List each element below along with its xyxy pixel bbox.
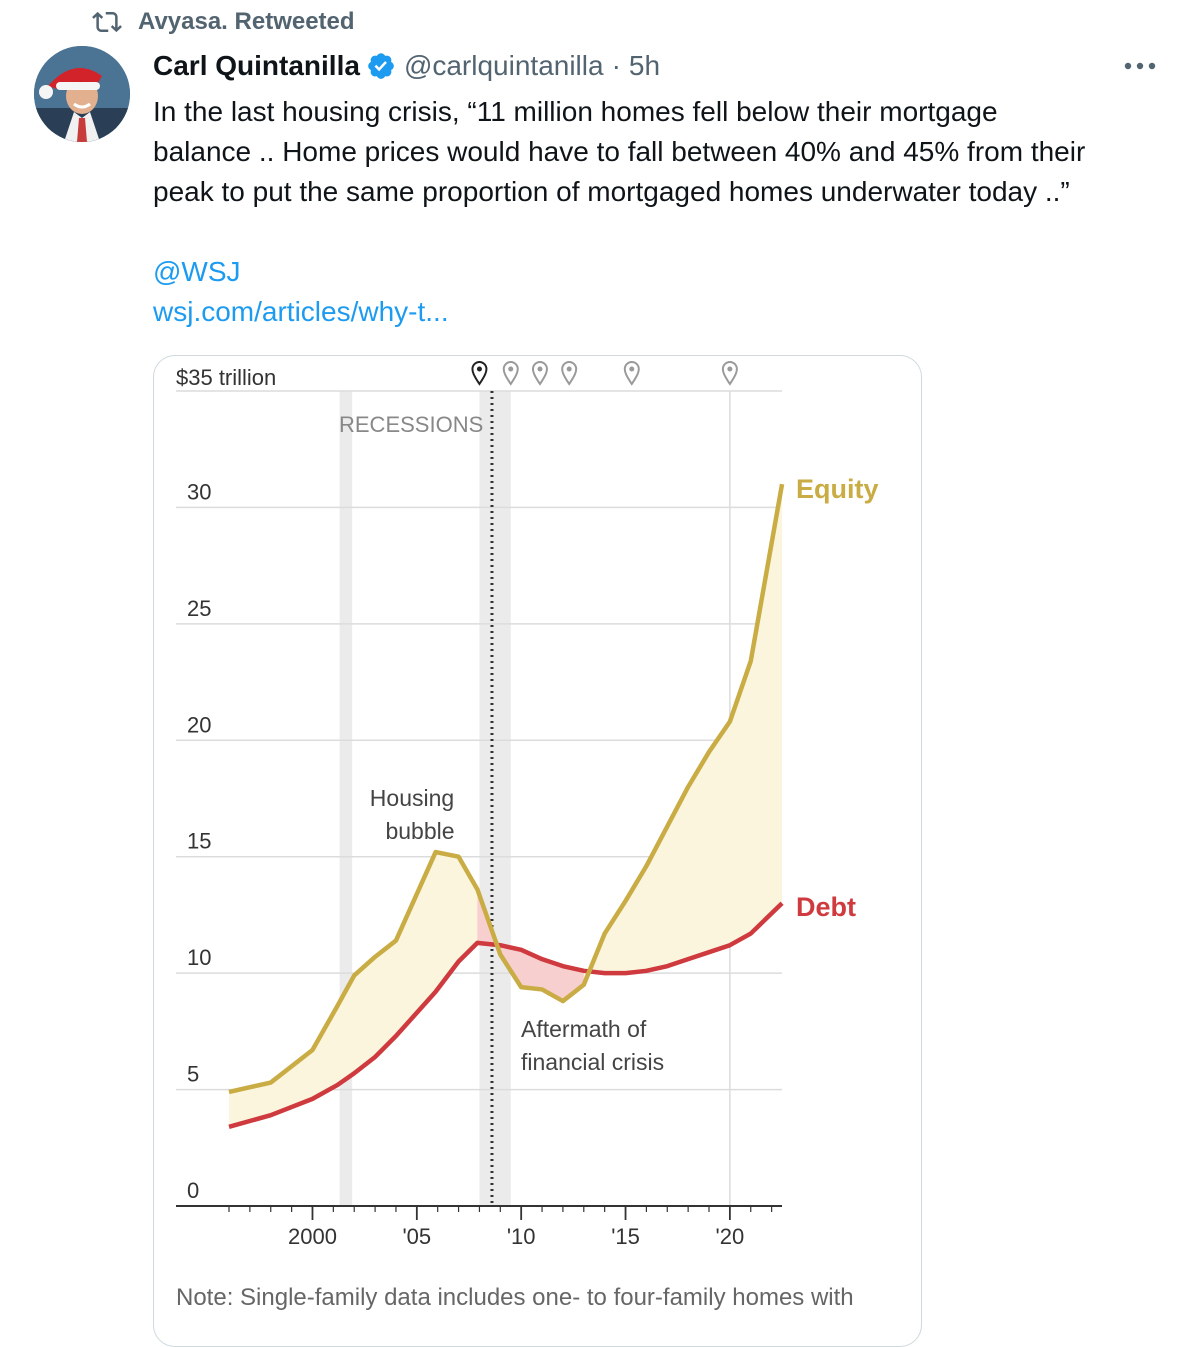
tweet-timestamp[interactable]: 5h — [628, 50, 661, 81]
article-link[interactable]: wsj.com/articles/why-t... — [153, 296, 449, 327]
more-options-button[interactable] — [1120, 48, 1160, 84]
chart-card[interactable]: 30 25 20 15 10 5 0 $35 trillion 2000 '05 '10 '15 '2… — [153, 355, 922, 1347]
retweet-icon — [92, 11, 122, 33]
x-tick-label: '15 — [611, 1224, 640, 1249]
chart-note: Note: Single-family data includes one- t… — [176, 1284, 854, 1311]
debt-series-label: Debt — [796, 892, 856, 922]
y-tick-label: 5 — [187, 1062, 199, 1087]
y-tick-label: 25 — [187, 596, 211, 621]
map-pin-dot — [566, 366, 572, 372]
separator-dot: · — [611, 50, 621, 81]
map-pin-icon — [471, 361, 488, 386]
x-tick-label: '10 — [507, 1224, 536, 1249]
tweet-text-line: In the last housing crisis, “11 million … — [153, 96, 998, 127]
author-avatar[interactable] — [34, 46, 130, 142]
x-tick-label: 2000 — [288, 1224, 337, 1249]
map-pin-dot — [727, 366, 733, 372]
author-handle[interactable]: @carlquintanilla — [403, 50, 604, 81]
tweet-text-line: peak to put the same proportion of mortg… — [153, 176, 1070, 207]
housing-bubble-annotation: bubble — [385, 818, 454, 844]
y-tick-label: 0 — [187, 1178, 199, 1203]
map-pin-shape — [623, 361, 640, 386]
mention-link[interactable]: @WSJ — [153, 256, 241, 287]
tweet-header: Carl Quintanilla @carlquintanilla · 5h — [153, 48, 1160, 84]
y-tick-label: 20 — [187, 712, 211, 737]
avatar-image — [34, 46, 130, 142]
aftermath-annotation: Aftermath of — [521, 1016, 647, 1042]
x-tick-label: '05 — [402, 1224, 431, 1249]
recession-band — [479, 391, 511, 1206]
retweet-context[interactable]: Avyasa. Retweeted — [92, 6, 355, 38]
map-pin-icon — [502, 361, 519, 386]
map-pin-shape — [502, 361, 519, 386]
map-pin-dot — [629, 366, 635, 372]
negative-equity-area — [477, 889, 584, 1002]
equity-series-line — [228, 483, 785, 1095]
map-pin-dot — [537, 366, 543, 372]
recessions-label: RECESSIONS — [339, 412, 483, 437]
map-pin-icon — [561, 361, 578, 386]
retweet-label: Avyasa. Retweeted — [138, 8, 355, 35]
equity-series-label: Equity — [796, 474, 879, 504]
more-options-icon — [1124, 62, 1156, 70]
housing-bubble-annotation: Housing — [370, 785, 454, 811]
verified-badge-icon — [368, 53, 394, 79]
map-pin-shape — [531, 361, 548, 386]
y-tick-label: 15 — [187, 829, 211, 854]
y-tick-label: 30 — [187, 479, 211, 504]
map-pin-icon — [721, 361, 738, 386]
author-name[interactable]: Carl Quintanilla — [153, 50, 360, 81]
map-pin-dot — [508, 366, 514, 372]
map-pin-dot — [476, 366, 482, 372]
map-pin-shape — [721, 361, 738, 386]
map-pin-icon — [531, 361, 548, 386]
tweet-text-line: balance .. Home prices would have to fal… — [153, 136, 1086, 167]
aftermath-annotation: financial crisis — [521, 1049, 664, 1075]
chart-svg: 30 25 20 15 10 5 0 $35 trillion 2000 '05 '10 '15 '2… — [176, 361, 879, 1249]
debt-series-line — [228, 901, 784, 1129]
y-unit-label: $35 trillion — [176, 365, 276, 390]
x-tick-label: '20 — [716, 1224, 745, 1249]
y-tick-label: 10 — [187, 945, 211, 970]
map-pin-icon — [623, 361, 640, 386]
map-pin-shape — [471, 361, 488, 386]
map-pin-shape — [561, 361, 578, 386]
tweet-text: In the last housing crisis, “11 million … — [153, 92, 1173, 212]
